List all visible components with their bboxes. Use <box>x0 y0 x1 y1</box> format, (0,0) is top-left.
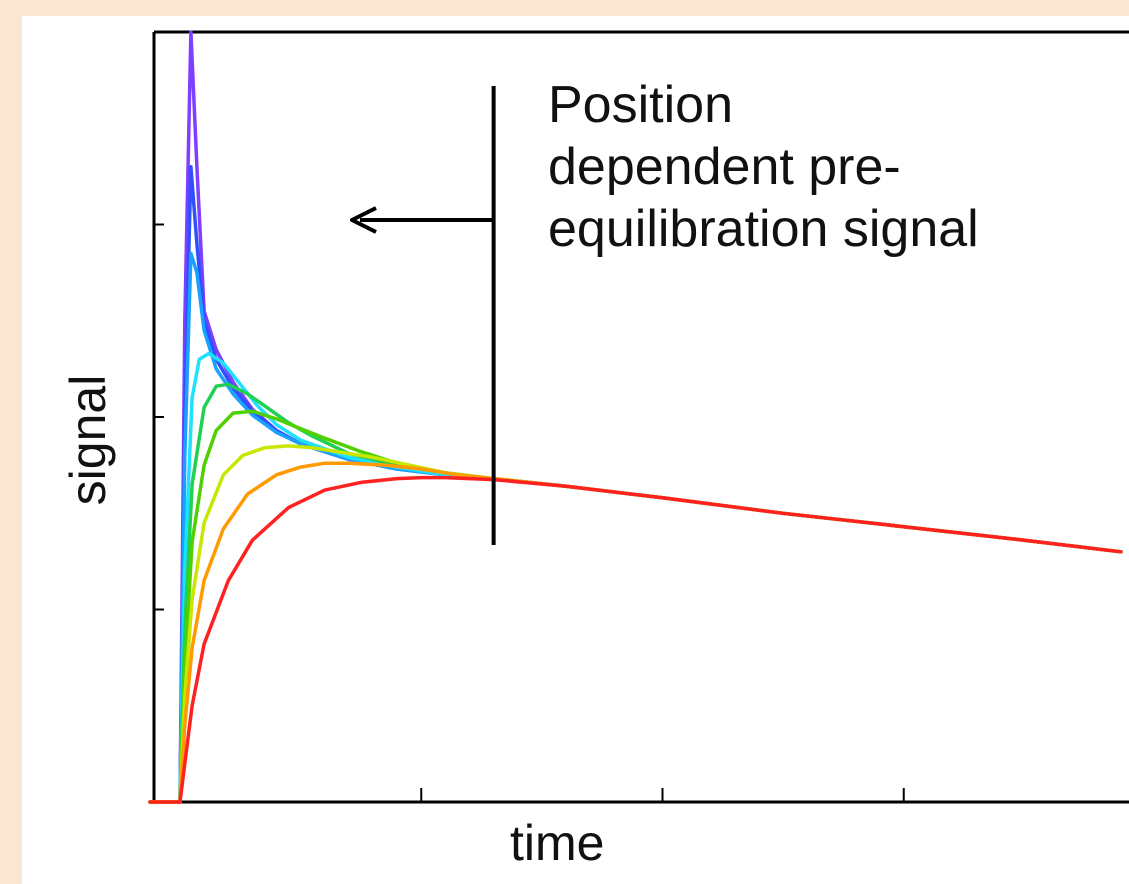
y-axis-label: signal <box>60 374 116 506</box>
annotation-text: Position dependent pre- equilibration si… <box>548 76 979 258</box>
series-line-3 <box>148 351 1123 804</box>
arrow-head <box>350 206 377 234</box>
series-line-6 <box>148 444 1123 804</box>
series-line-8 <box>148 475 1123 804</box>
x-axis-label: time <box>510 815 605 871</box>
axes <box>152 30 1129 804</box>
series-line-2 <box>148 251 1123 804</box>
chart-panel <box>22 16 1129 884</box>
series-group <box>148 30 1123 804</box>
series-line-1 <box>148 165 1123 804</box>
annotation-marks <box>350 86 496 545</box>
series-line-7 <box>148 461 1123 804</box>
